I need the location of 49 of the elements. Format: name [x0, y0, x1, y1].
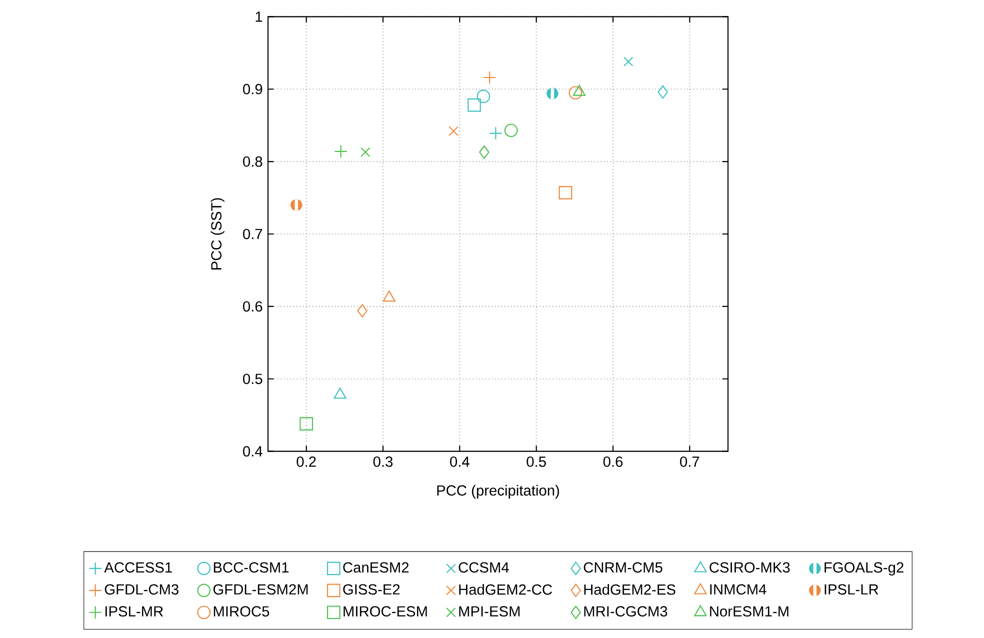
point [476, 90, 490, 104]
legend-label: MIROC5 [214, 606, 270, 617]
y-tick-label: 0.9 [243, 84, 262, 94]
y-tick-label: 0.4 [243, 446, 262, 457]
point [334, 388, 346, 399]
legend-label: FGOALS-g2 [824, 562, 904, 576]
point [479, 145, 490, 159]
x-tick-label: 0.4 [450, 456, 470, 467]
y-axis-title: PCC (SST) [210, 198, 224, 270]
legend-label: CNRM-CM5 [584, 562, 662, 573]
x-axis-title: PCC (precipitation) [437, 484, 560, 499]
legend-label: NorESM1-M [710, 606, 788, 617]
point [658, 85, 668, 99]
legend-label: IPSL-LR [824, 584, 878, 595]
legend-label: MIROC-ESM [344, 606, 427, 617]
point [558, 186, 572, 200]
legend-label: HadGEM2-CC [459, 584, 552, 595]
y-tick-label: 0.6 [243, 301, 262, 312]
legend-label: GFDL-CM3 [104, 584, 178, 595]
point [360, 147, 370, 158]
legend-label: HadGEM2-ES [584, 584, 676, 595]
legend-label: MRI-CGCM3 [584, 606, 668, 617]
legend-label: GFDL-ESM2M [213, 584, 308, 595]
point [468, 98, 481, 112]
legend-label: GISS-E2 [343, 584, 400, 595]
point [623, 56, 634, 66]
point [300, 417, 314, 430]
legend-label: CCSM4 [458, 562, 509, 573]
point [382, 290, 396, 302]
y-tick-label: 0.8 [243, 156, 262, 167]
y-tick-label: 0.5 [243, 374, 262, 384]
legend-label: CSIRO-MK3 [710, 562, 790, 573]
legend-label: CanESM2 [343, 562, 409, 573]
point [504, 124, 518, 138]
y-tick-label: 0.7 [243, 228, 262, 240]
x-tick-label: 0.3 [373, 456, 393, 467]
x-tick-label: 0.6 [603, 456, 623, 467]
point [448, 126, 458, 136]
y-tick-label: 1 [256, 12, 262, 22]
x-tick-label: 0.2 [296, 456, 316, 467]
x-tick-label: 0.7 [680, 456, 700, 467]
legend-label: BCC-CSM1 [214, 562, 289, 573]
point [357, 304, 368, 318]
legend-label: IPSL-MR [106, 606, 163, 617]
point [568, 86, 582, 100]
legend-label: MPI-ESM [459, 606, 520, 617]
x-tick-label: 0.5 [526, 456, 546, 467]
legend-label: INMCM4 [710, 584, 766, 595]
legend-label: ACCESS1 [104, 562, 172, 573]
